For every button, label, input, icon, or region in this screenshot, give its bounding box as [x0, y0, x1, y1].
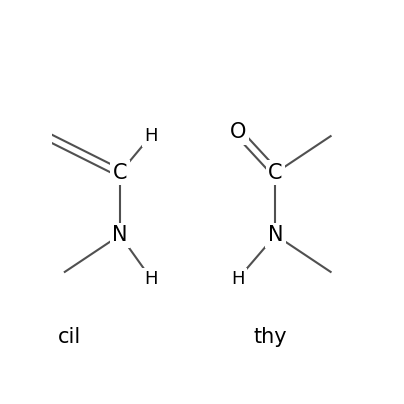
Text: N: N — [112, 225, 128, 245]
Text: thy: thy — [254, 327, 287, 347]
Text: H: H — [144, 126, 158, 145]
Text: O: O — [230, 122, 246, 143]
Text: H: H — [144, 270, 158, 288]
Text: C: C — [268, 163, 283, 183]
Text: cil: cil — [58, 327, 81, 347]
Text: C: C — [113, 163, 127, 183]
Text: N: N — [268, 225, 283, 245]
Text: H: H — [231, 270, 245, 288]
